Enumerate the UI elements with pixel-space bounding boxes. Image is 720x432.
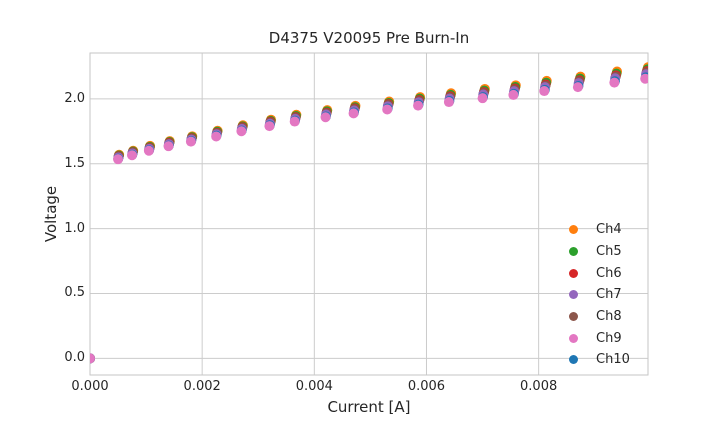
x-tick-label: 0.004	[295, 379, 333, 394]
data-point	[640, 73, 648, 84]
legend-label: Ch6	[596, 265, 622, 281]
legend: Ch4 Ch5 Ch6 Ch7 Ch8 Ch9 Ch10	[563, 219, 630, 371]
legend-marker-icon	[569, 247, 578, 257]
x-tick-label: 0.006	[407, 379, 446, 394]
chart-title: D4375 V20095 Pre Burn-In	[268, 29, 470, 47]
legend-item-ch10: Ch10	[563, 349, 630, 371]
data-point	[127, 150, 138, 161]
data-point	[572, 82, 583, 93]
legend-item-ch4: Ch4	[563, 219, 630, 241]
x-axis-label: Current [A]	[327, 398, 411, 416]
legend-label: Ch8	[596, 309, 622, 325]
x-tick-label: 0.000	[71, 379, 109, 394]
data-point	[211, 131, 222, 142]
data-point	[264, 121, 275, 132]
data-point	[413, 100, 424, 111]
scatter-points	[90, 62, 648, 364]
legend-marker-icon	[569, 290, 578, 300]
data-point	[163, 141, 174, 152]
legend-item-ch8: Ch8	[563, 306, 630, 328]
legend-marker-icon	[569, 225, 578, 235]
data-point	[508, 89, 519, 100]
legend-item-ch7: Ch7	[563, 284, 630, 306]
legend-label: Ch10	[596, 352, 630, 368]
legend-marker-icon	[569, 333, 578, 343]
y-tick-label: 1.0	[64, 220, 85, 236]
series-Ch9	[90, 73, 648, 364]
y-tick-label: 0.0	[64, 350, 85, 366]
x-tick-label: 0.008	[520, 379, 558, 394]
data-point	[185, 136, 196, 147]
data-point	[609, 77, 620, 88]
legend-label: Ch9	[596, 330, 622, 346]
y-tick-label: 0.5	[64, 285, 85, 301]
y-tick-label: 1.5	[64, 155, 85, 171]
gridlines	[89, 53, 648, 375]
legend-label: Ch7	[596, 287, 622, 303]
legend-item-ch9: Ch9	[563, 327, 630, 349]
data-point	[320, 112, 331, 123]
data-point	[539, 86, 550, 97]
data-point	[113, 154, 124, 165]
legend-item-ch5: Ch5	[563, 241, 630, 263]
data-point	[289, 116, 300, 127]
legend-label: Ch4	[596, 222, 622, 238]
data-point	[348, 108, 359, 119]
legend-marker-icon	[569, 312, 578, 322]
data-point	[382, 104, 393, 115]
data-point	[443, 97, 454, 108]
data-point	[90, 353, 95, 364]
legend-label: Ch5	[596, 244, 622, 260]
legend-marker-icon	[569, 268, 578, 278]
data-point	[236, 126, 247, 137]
x-tick-label: 0.002	[183, 379, 221, 394]
plot-border	[89, 52, 649, 376]
data-point	[477, 93, 488, 104]
legend-item-ch6: Ch6	[563, 262, 630, 284]
y-tick-label: 2.0	[64, 90, 85, 106]
legend-marker-icon	[569, 355, 578, 365]
data-point	[143, 145, 154, 156]
